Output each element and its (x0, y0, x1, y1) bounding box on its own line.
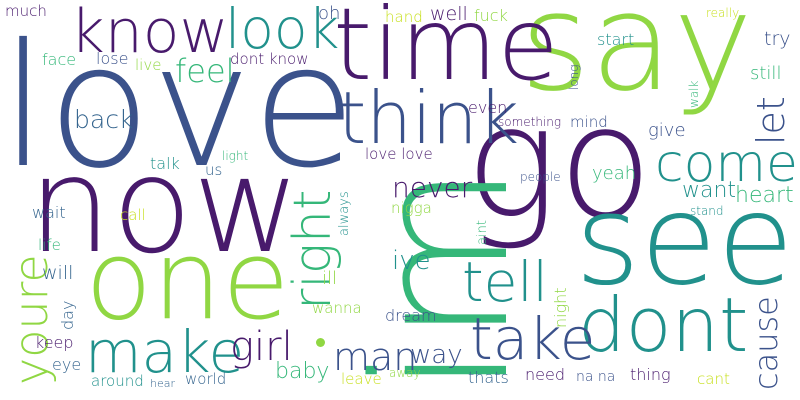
word-wait: wait (32, 203, 66, 222)
word-yeah: yeah (592, 163, 637, 184)
word-feel: feel (175, 52, 235, 90)
word-way: way (410, 340, 463, 370)
word-never: never (392, 171, 473, 204)
word-ive: ive (392, 246, 431, 276)
word-make: make (85, 318, 245, 386)
word-try: try (764, 28, 791, 50)
dot-mark (316, 338, 325, 347)
word-girl: girl (230, 324, 293, 370)
word-always: always (337, 191, 352, 236)
word-mind: mind (570, 113, 608, 131)
word-thing: thing (630, 365, 671, 384)
word-well: well (430, 3, 468, 25)
word-time: time (333, 0, 559, 103)
word-world: world (185, 370, 227, 388)
word-let: let (749, 96, 793, 145)
word-people: people (520, 170, 561, 184)
word-still: still (750, 63, 782, 84)
word-fuck: fuck (474, 6, 508, 25)
word-dream: dream (385, 306, 437, 325)
word-hand: hand (385, 8, 423, 26)
word-know: know (70, 0, 229, 67)
word-love: love (0, 8, 357, 206)
word-oh: oh (318, 3, 341, 24)
word-thats: thats (468, 368, 509, 387)
word-think: think (338, 76, 520, 160)
word-take: take (470, 305, 596, 373)
word-start: start (597, 30, 635, 49)
word-light: light (222, 149, 249, 163)
word-away: away (389, 366, 421, 380)
word-will: will (42, 262, 74, 284)
word-look: look (225, 0, 340, 61)
word-us: us (205, 161, 223, 179)
word-go: go (465, 72, 653, 253)
word-baby: baby (275, 359, 330, 384)
word-aint: aint (475, 220, 490, 245)
word-day: day (58, 300, 77, 330)
word-tell: tell (462, 250, 548, 314)
word-heart: heart (735, 183, 794, 208)
word-give: give (648, 120, 686, 141)
word-call: call (120, 206, 146, 224)
word-lose: lose (96, 49, 129, 68)
word-come: come (655, 134, 799, 194)
word-even: even (468, 98, 508, 117)
word-much: much (5, 2, 47, 20)
word-need: need (525, 365, 565, 384)
word-really: really (706, 6, 740, 20)
word-back: back (74, 105, 134, 134)
word-nigga: nigga (391, 199, 432, 217)
word-eye: eye (52, 355, 82, 374)
word-night: night (551, 287, 570, 328)
word-life: life (38, 236, 61, 254)
word-keep: keep (35, 333, 74, 352)
word-see: see (575, 168, 794, 313)
word-talk: talk (150, 154, 180, 173)
word-long: long (567, 64, 581, 90)
word-love-love: love love (365, 145, 433, 163)
word-dont-know: dont know (230, 50, 309, 68)
word-right: right (283, 189, 343, 310)
word-hear: hear (150, 377, 176, 390)
word-want: want (682, 178, 737, 203)
word-ill: ill (322, 268, 338, 289)
word-face: face (42, 50, 77, 69)
word-wanna: wanna (312, 299, 362, 317)
word-live: live (135, 56, 162, 74)
word-now: now (28, 129, 301, 283)
word-around: around (91, 372, 144, 390)
word-na-na: na na (576, 369, 616, 385)
word-cant: cant (697, 370, 730, 388)
word-walk: walk (687, 80, 701, 108)
word-one: one (85, 216, 290, 344)
word-cause: cause (747, 296, 785, 390)
word-stand: stand (690, 204, 724, 218)
word-leave: leave (341, 370, 382, 388)
word-something: something (498, 115, 562, 129)
word-dont: dont (578, 281, 749, 369)
word-say: say (520, 0, 753, 121)
word-man: man (333, 335, 418, 379)
